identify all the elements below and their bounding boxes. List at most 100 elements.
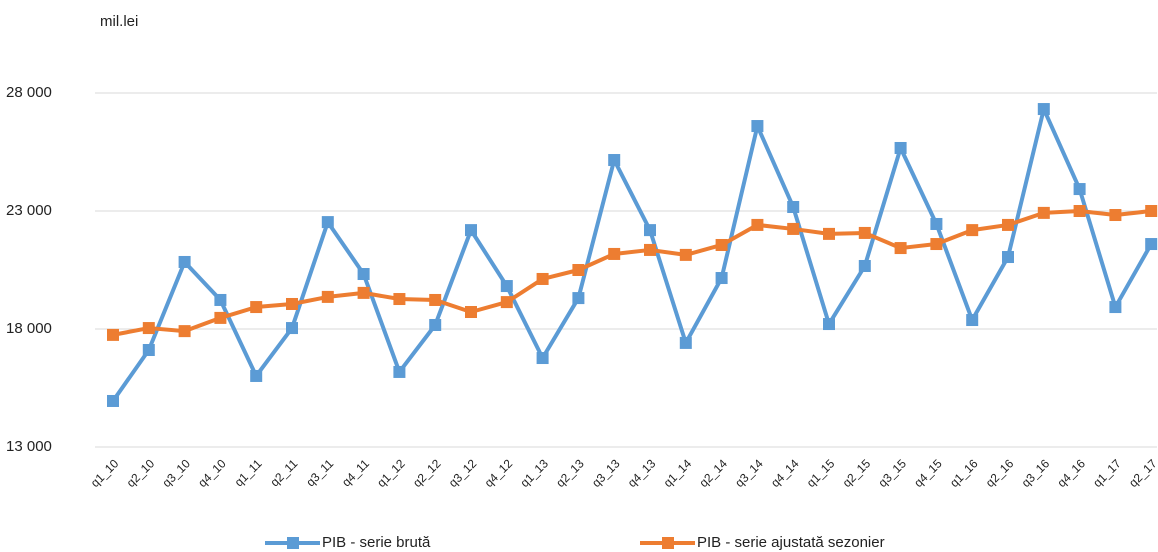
series-line xyxy=(112,209,1152,337)
point-marker xyxy=(930,217,943,230)
point-marker xyxy=(1073,205,1086,217)
point-marker xyxy=(214,293,227,306)
point-marker xyxy=(787,222,800,235)
point-marker xyxy=(357,268,370,281)
x-tick-label: q3_16 xyxy=(1019,456,1053,490)
point-marker xyxy=(465,306,477,319)
x-tick-label: q4_12 xyxy=(482,456,516,490)
x-tick-label: q2_14 xyxy=(696,456,730,490)
point-marker xyxy=(1145,205,1158,217)
series-line xyxy=(111,107,1153,403)
x-tick-label: q4_10 xyxy=(195,456,229,490)
point-marker xyxy=(608,247,621,260)
point-marker xyxy=(393,365,406,378)
point-marker xyxy=(536,352,549,365)
point-marker xyxy=(1073,183,1086,196)
x-tick-label: q2_13 xyxy=(553,456,587,490)
y-tick-label: 13 000 xyxy=(6,438,52,455)
point-marker xyxy=(644,243,656,256)
point-marker xyxy=(178,255,191,268)
x-tick-label: q1_14 xyxy=(661,456,695,490)
x-tick-label: q2_10 xyxy=(124,456,158,490)
x-tick-label: q2_12 xyxy=(410,456,444,490)
point-marker xyxy=(572,264,585,276)
legend-marker xyxy=(662,537,674,549)
point-marker xyxy=(429,293,442,306)
x-tick-label: q4_15 xyxy=(911,456,945,490)
point-marker xyxy=(429,318,442,331)
point-marker xyxy=(393,293,406,306)
x-tick-label: q2_11 xyxy=(267,456,300,489)
point-marker xyxy=(608,154,621,167)
point-marker xyxy=(357,286,370,299)
x-tick-label: q3_12 xyxy=(446,456,480,490)
point-marker xyxy=(823,227,835,240)
x-tick-label: q1_15 xyxy=(804,456,838,490)
unit-label: mil.lei xyxy=(100,13,138,30)
point-marker xyxy=(894,141,907,154)
point-marker xyxy=(751,218,764,231)
point-marker xyxy=(787,200,800,213)
point-marker xyxy=(572,292,585,305)
point-marker xyxy=(286,322,298,335)
y-tick-label: 18 000 xyxy=(6,320,52,337)
point-marker xyxy=(1002,251,1014,264)
x-tick-label: q3_15 xyxy=(875,456,909,490)
point-marker xyxy=(142,322,155,335)
legend-label: PIB - serie ajustată sezonier xyxy=(697,534,885,551)
y-tick-label: 23 000 xyxy=(6,202,52,219)
x-tick-label: q2_16 xyxy=(983,456,1017,490)
point-marker xyxy=(214,311,227,324)
x-tick-label: q1_13 xyxy=(517,456,551,490)
point-marker xyxy=(679,248,692,261)
point-marker xyxy=(679,336,692,349)
x-tick-label: q3_13 xyxy=(589,456,623,490)
point-marker xyxy=(644,224,656,237)
point-marker xyxy=(1037,206,1050,219)
point-marker xyxy=(858,226,871,239)
x-tick-label: q3_14 xyxy=(732,456,766,490)
point-marker xyxy=(1109,301,1122,314)
point-marker xyxy=(178,325,191,338)
x-tick-label: q1_16 xyxy=(947,456,981,490)
point-marker xyxy=(250,301,263,314)
point-marker xyxy=(465,224,477,237)
x-tick-label: q1_17 xyxy=(1090,456,1124,490)
point-marker xyxy=(1145,238,1158,251)
x-tick-label: q4_16 xyxy=(1054,456,1088,490)
x-tick-label: q2_15 xyxy=(840,456,874,490)
point-marker xyxy=(715,272,728,285)
point-marker xyxy=(966,314,979,327)
point-marker xyxy=(966,224,979,237)
x-tick-label: q3_11 xyxy=(303,456,336,489)
x-tick-label: q1_10 xyxy=(88,456,122,490)
point-marker xyxy=(142,344,155,357)
point-marker xyxy=(1109,209,1122,222)
y-tick-label: 28 000 xyxy=(6,84,52,101)
point-marker xyxy=(500,280,513,293)
point-marker xyxy=(894,242,907,255)
point-marker xyxy=(536,272,549,285)
point-marker xyxy=(321,290,334,303)
x-tick-label: q4_13 xyxy=(625,456,659,490)
x-tick-label: q1_12 xyxy=(374,456,408,490)
point-marker xyxy=(823,318,835,331)
point-marker xyxy=(858,259,871,272)
point-marker xyxy=(107,394,119,407)
point-marker xyxy=(715,238,728,251)
point-marker xyxy=(250,369,263,382)
legend-label: PIB - serie brută xyxy=(322,534,431,551)
point-marker xyxy=(286,297,298,310)
point-marker xyxy=(500,296,513,309)
x-tick-label: q4_11 xyxy=(339,456,372,489)
point-marker xyxy=(321,216,334,229)
point-marker xyxy=(1002,218,1014,231)
x-tick-label: q3_10 xyxy=(159,456,193,490)
point-marker xyxy=(930,238,943,251)
point-marker xyxy=(1037,103,1050,116)
x-tick-label: q4_14 xyxy=(768,456,802,490)
legend-marker xyxy=(287,537,299,549)
x-tick-label: q2_17 xyxy=(1126,456,1158,490)
x-tick-label: q1_11 xyxy=(232,456,265,489)
